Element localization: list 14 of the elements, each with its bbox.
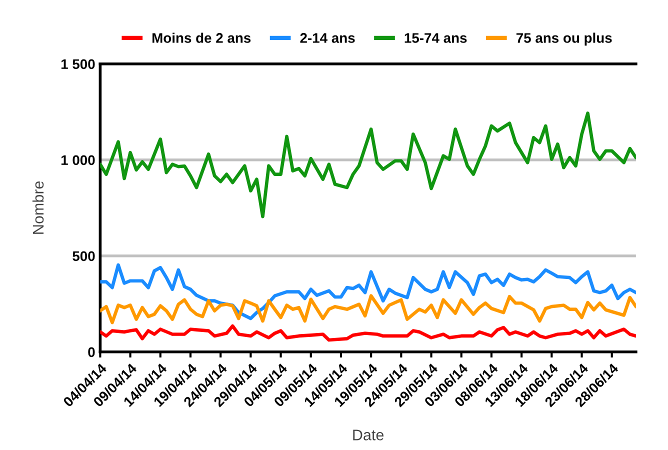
legend-label: Moins de 2 ans <box>152 32 251 43</box>
y-tick-label: 1 500 <box>61 59 95 70</box>
line-series <box>100 112 636 218</box>
legend-label: 75 ans ou plus <box>516 32 612 46</box>
y-tick-label: 500 <box>72 251 95 262</box>
line-series <box>100 294 636 324</box>
legend-label: 15-74 ans <box>404 33 467 43</box>
y-tick-label: 1 000 <box>61 155 95 166</box>
x-axis-title: Date <box>353 430 384 440</box>
line-series <box>100 263 636 320</box>
y-tick-label: 0 <box>88 347 95 358</box>
y-axis-title: Nombre <box>32 181 44 234</box>
legend-label: 2-14 ans <box>300 33 355 43</box>
line-series <box>100 324 636 342</box>
